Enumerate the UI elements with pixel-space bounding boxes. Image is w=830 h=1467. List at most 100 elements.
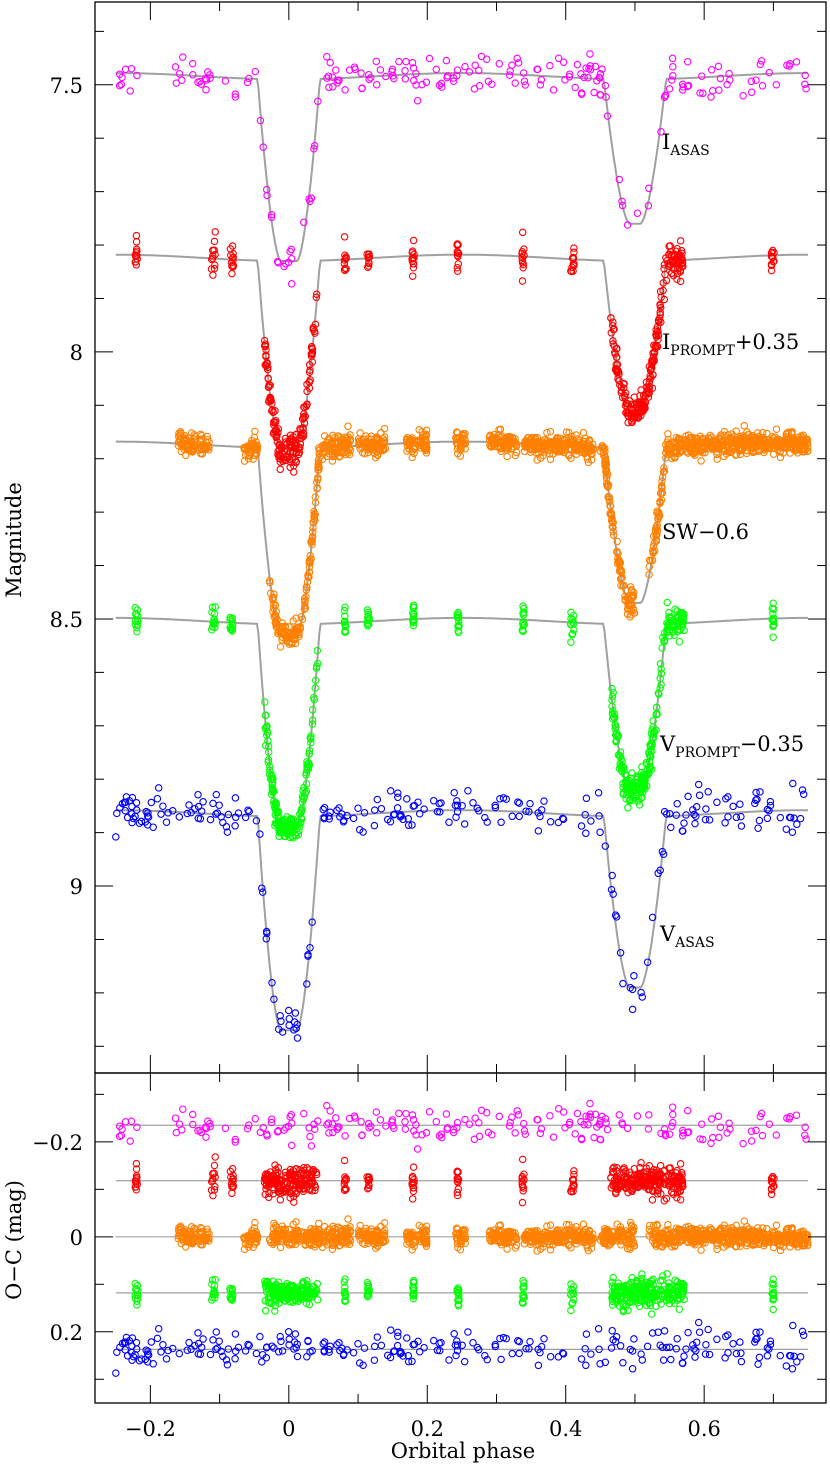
data-point <box>667 261 675 269</box>
data-point <box>414 798 422 806</box>
data-point <box>258 888 267 896</box>
residual-point <box>649 1221 658 1230</box>
data-point <box>113 809 121 818</box>
data-point <box>208 608 216 616</box>
residual-point <box>539 1242 548 1251</box>
data-point <box>608 684 616 693</box>
residual-point <box>264 1182 273 1191</box>
data-point <box>325 812 333 820</box>
data-point <box>617 383 626 391</box>
data-point <box>433 807 442 816</box>
data-point <box>137 817 146 826</box>
data-point <box>264 383 273 391</box>
data-point <box>408 821 416 829</box>
residual-point <box>546 1111 554 1120</box>
residual-point <box>231 1135 240 1144</box>
data-point <box>300 594 309 603</box>
data-point <box>380 424 389 433</box>
data-point <box>618 197 626 206</box>
residual-point <box>619 1169 628 1177</box>
residual-point <box>409 1179 417 1187</box>
data-point <box>520 251 528 260</box>
residual-point <box>603 1225 612 1234</box>
residual-point <box>413 1145 422 1153</box>
residual-point <box>602 1231 611 1240</box>
data-point <box>609 531 618 540</box>
residual-point <box>607 1235 615 1244</box>
residual-point <box>306 1185 314 1193</box>
data-point <box>754 824 762 832</box>
data-point <box>505 432 514 441</box>
residual-point <box>642 1164 651 1172</box>
residual-point <box>343 1232 351 1240</box>
data-point <box>209 799 217 808</box>
data-point <box>266 395 275 404</box>
data-point <box>628 592 637 600</box>
residual-point <box>132 1185 141 1194</box>
data-point <box>653 323 662 331</box>
data-point <box>266 589 275 597</box>
data-point <box>211 619 219 628</box>
residual-point <box>699 1135 707 1144</box>
data-point <box>271 426 280 435</box>
data-point <box>207 255 216 264</box>
data-point <box>341 617 349 626</box>
residual-point <box>409 1184 418 1192</box>
residual-point <box>454 1185 463 1193</box>
data-point <box>676 237 685 245</box>
data-point <box>456 452 465 460</box>
data-point <box>660 807 669 816</box>
residual-point <box>276 1243 285 1252</box>
data-point <box>697 457 705 465</box>
data-point <box>314 97 322 106</box>
residual-point <box>569 1181 578 1189</box>
residual-point <box>335 1242 343 1250</box>
data-point <box>679 617 687 626</box>
data-point <box>580 73 588 82</box>
residual-point <box>305 1228 313 1237</box>
residual-point <box>569 1175 578 1183</box>
residual-point <box>281 1186 289 1195</box>
data-point <box>519 260 528 269</box>
data-point <box>281 623 289 631</box>
data-point <box>737 822 746 830</box>
data-point <box>667 251 676 259</box>
data-point <box>802 84 810 93</box>
residual-point <box>649 1174 658 1183</box>
data-point <box>763 444 772 453</box>
data-point <box>454 252 462 261</box>
residual-point <box>285 1171 294 1180</box>
residual-point <box>380 1219 389 1227</box>
data-point <box>272 806 280 814</box>
residual-point <box>251 1218 259 1227</box>
data-point <box>680 440 688 449</box>
data-point <box>450 788 458 797</box>
data-point <box>658 644 666 652</box>
data-point <box>319 805 327 814</box>
data-point <box>358 84 366 92</box>
data-point <box>268 978 276 987</box>
data-point <box>518 228 527 237</box>
data-point <box>262 345 270 354</box>
data-point <box>637 411 645 420</box>
residual-point <box>618 1120 627 1129</box>
data-point <box>248 436 256 445</box>
data-point <box>643 958 652 966</box>
data-point <box>683 57 692 66</box>
data-point <box>212 810 220 818</box>
residual-point <box>678 1131 687 1140</box>
data-point <box>687 445 695 453</box>
data-point <box>357 69 365 77</box>
residual-point <box>628 1226 637 1235</box>
series-2-points <box>174 422 812 651</box>
data-point <box>570 626 578 634</box>
data-point <box>454 611 463 619</box>
data-point <box>131 603 139 612</box>
data-point <box>676 268 685 276</box>
data-point <box>211 261 219 269</box>
residual-point <box>311 1186 319 1195</box>
data-point <box>651 525 660 533</box>
data-point <box>405 438 414 446</box>
residual-point <box>263 1172 271 1181</box>
data-point <box>644 202 653 210</box>
